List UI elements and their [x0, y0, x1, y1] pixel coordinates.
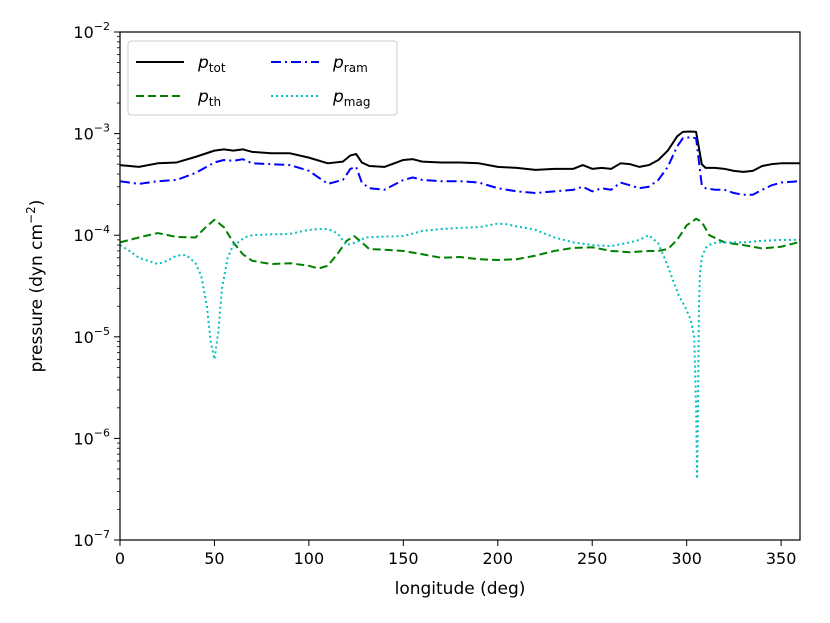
x-tick-label: 200	[483, 549, 514, 568]
series-layer	[119, 130, 801, 480]
y-tick-label: 10−2	[73, 20, 110, 42]
y-axis-label: pressure (dyn cm−2)	[24, 200, 47, 373]
x-tick-label: 50	[204, 549, 224, 568]
y-tick-label: 10−4	[73, 223, 110, 245]
x-tick-label: 300	[671, 549, 702, 568]
legend-box	[127, 40, 398, 116]
legend: ptot pth pram pmag	[127, 40, 398, 116]
y-tick-label: 10−5	[73, 325, 110, 347]
y-axis-label-exp: −2	[24, 206, 38, 224]
legend-label-p_tot: ptot	[197, 53, 226, 75]
x-axis-label: longitude (deg)	[395, 579, 526, 599]
legend-label-p_mag: pmag	[332, 87, 370, 109]
y-tick-label: 10−3	[73, 122, 110, 144]
x-tick-label: 250	[577, 549, 608, 568]
plot-frame	[119, 31, 801, 541]
x-tick-label: 0	[115, 549, 125, 568]
series-line-p_tot	[119, 130, 800, 173]
series-line-p_ram	[119, 136, 801, 196]
legend-label-p_ram: pram	[332, 53, 368, 75]
y-axis-label-main: pressure (dyn cm	[27, 224, 47, 372]
y-tick-label: 10−7	[73, 528, 110, 550]
y-axis-label-close: )	[27, 200, 47, 207]
x-tick-label: 150	[388, 549, 419, 568]
x-tick-label: 100	[294, 549, 325, 568]
ticks-layer: 0 50 100 150 200 250 300 350 10−7 10−6 10−5 10−4 10−…	[73, 20, 796, 568]
x-tick-label: 350	[766, 549, 797, 568]
legend-label-p_th: pth	[197, 87, 221, 109]
y-tick-label: 10−6	[73, 426, 110, 448]
series-line-p_th	[119, 217, 801, 270]
